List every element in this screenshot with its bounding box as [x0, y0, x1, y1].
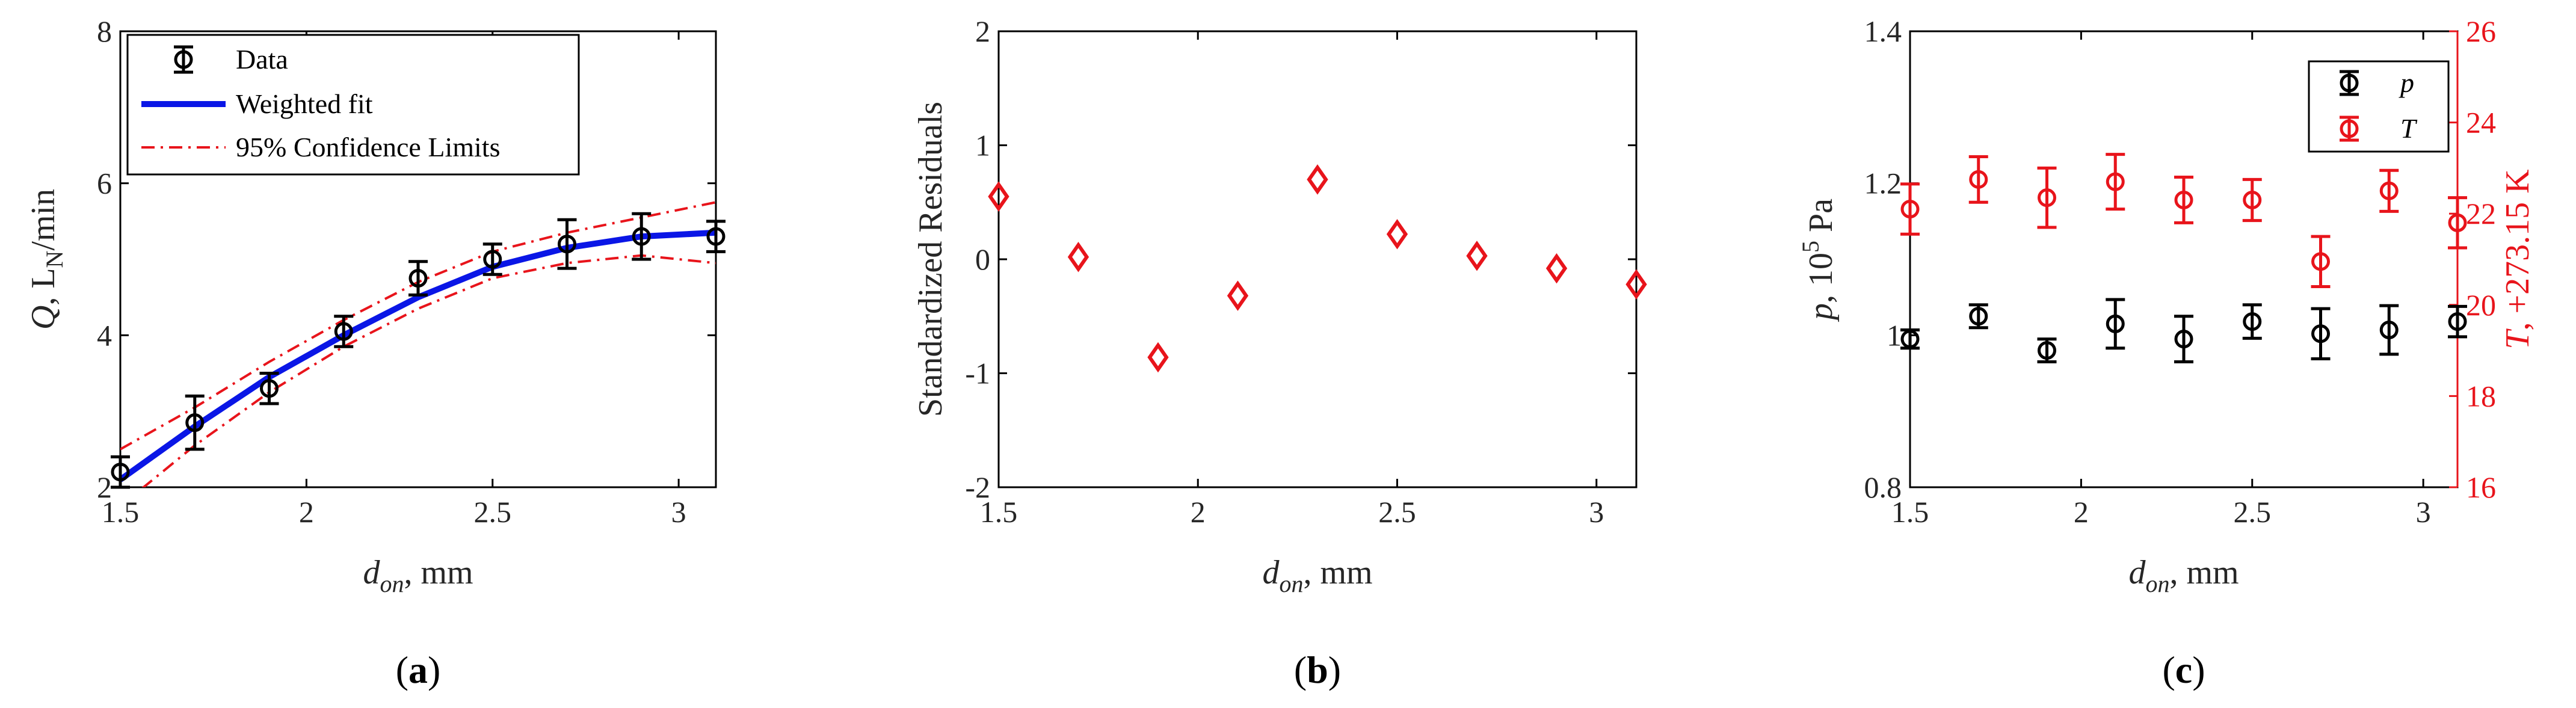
panel-b: 1.5 2 2.5 3 -2 -1 0 1 2 don, mm (b) Standardized Re… — [912, 14, 1647, 691]
y-tick-label: 4 — [97, 318, 112, 352]
legend-label: T — [2400, 113, 2418, 144]
x-tick-label: 1.5 — [102, 495, 140, 529]
x-axis-label: don, mm — [363, 554, 473, 597]
y-axis-label: p, 105 Pa — [1797, 199, 1840, 322]
data-point — [483, 250, 502, 269]
residual-point — [1545, 253, 1568, 284]
x-tick-label: 2 — [1191, 495, 1206, 529]
data-point — [260, 379, 279, 398]
y-tick-label: 2 — [97, 470, 112, 504]
x-axis-label: don, mm — [1262, 554, 1372, 597]
legend: pT — [2308, 60, 2450, 153]
y-tick-label: 2 — [975, 14, 990, 48]
residual-point — [1147, 342, 1169, 373]
y-axis-label: Standardized Residuals — [912, 102, 949, 417]
y-tick-label: 1 — [1887, 318, 1902, 352]
T-point — [1900, 200, 1920, 219]
y-tick-label: 0 — [975, 242, 990, 276]
legend-T-marker — [2340, 119, 2359, 138]
residual-point — [1466, 241, 1488, 271]
T-point — [2243, 190, 2262, 209]
data-point — [111, 463, 130, 482]
y-tick-label: 8 — [97, 14, 112, 48]
p-point — [2174, 330, 2193, 349]
legend-label: 95% Confidence Limits — [236, 132, 500, 162]
x-tick-label: 2 — [2074, 495, 2089, 529]
plot-frame — [997, 30, 1638, 488]
residual-point — [1307, 164, 1328, 195]
T-point — [2174, 190, 2193, 209]
legend-label: p — [2399, 67, 2414, 98]
p-point — [2448, 312, 2467, 331]
panel-c: 1.5 2 2.5 3 0.8 1 1.2 1.4 don, mm (c) 16 18 20 22 24 26… — [1797, 14, 2536, 691]
residual-point — [1067, 241, 1089, 272]
confidence-lower-line — [141, 254, 716, 487]
p-point — [2038, 341, 2056, 360]
y-tick-label: 1.4 — [1864, 14, 1902, 48]
T-point — [2311, 252, 2330, 271]
p-point — [1969, 307, 1988, 326]
x-tick-label: 2.5 — [474, 495, 512, 529]
data-point — [185, 413, 205, 432]
T-point — [2106, 172, 2125, 191]
x-tick-label: 2.5 — [2234, 495, 2272, 529]
x-tick-label: 2 — [299, 495, 314, 529]
weighted-fit-line — [120, 229, 716, 482]
T-point — [2379, 181, 2399, 200]
T-point — [2448, 213, 2467, 232]
legend-data-marker — [174, 50, 193, 69]
y-tick-label: -1 — [965, 357, 990, 390]
y2-tick-label: 22 — [2466, 197, 2496, 230]
p-point — [1900, 330, 1920, 349]
y2-tick-label: 18 — [2466, 379, 2496, 413]
p-point — [2379, 320, 2399, 339]
y2-tick-label: 20 — [2466, 288, 2496, 322]
data-point — [558, 235, 576, 254]
x-tick-label: 1.5 — [1891, 495, 1929, 529]
x-tick-label: 3 — [1589, 495, 1604, 529]
p-point — [2106, 314, 2125, 333]
y-axis-label: Q, LN/min — [25, 189, 68, 330]
y-tick-label: 6 — [97, 167, 112, 200]
legend: Data Weighted fit 95% Confidence Limits — [126, 34, 580, 176]
data-point — [408, 269, 428, 288]
p-point — [2311, 324, 2330, 343]
data-point — [706, 227, 726, 246]
y-tick-label: -2 — [965, 470, 990, 504]
legend-label: Weighted fit — [236, 88, 373, 119]
p-point — [2243, 312, 2262, 331]
data-point — [334, 322, 353, 341]
y2-tick-label: 26 — [2466, 14, 2496, 48]
T-point — [2038, 188, 2056, 208]
residual-point — [1227, 280, 1249, 311]
T-point — [1969, 170, 1988, 189]
legend-p-marker — [2340, 73, 2359, 93]
residual-point — [1386, 219, 1408, 250]
legend-box — [2308, 60, 2450, 153]
data-point — [632, 227, 651, 246]
y2-axis-label: T, +273.15 K — [2499, 169, 2536, 349]
panel-label: (a) — [396, 648, 441, 691]
y2-tick-label: 24 — [2466, 106, 2496, 140]
residual-point — [1625, 269, 1647, 300]
x-tick-label: 1.5 — [980, 495, 1018, 529]
y-tick-label: 1.2 — [1864, 167, 1902, 200]
y2-tick-label: 16 — [2466, 470, 2496, 504]
x-tick-label: 2.5 — [1378, 495, 1416, 529]
x-axis-label: don, mm — [2128, 554, 2239, 597]
x-tick-label: 3 — [2416, 495, 2431, 529]
panel-label: (c) — [2162, 648, 2205, 691]
legend-label: Data — [236, 44, 288, 75]
panel-label: (b) — [1294, 648, 1341, 691]
y-tick-label: 0.8 — [1864, 470, 1902, 504]
plot-frame — [119, 30, 717, 488]
x-tick-label: 3 — [671, 495, 686, 529]
residual-point — [988, 181, 1009, 212]
y-tick-label: 1 — [975, 129, 990, 162]
